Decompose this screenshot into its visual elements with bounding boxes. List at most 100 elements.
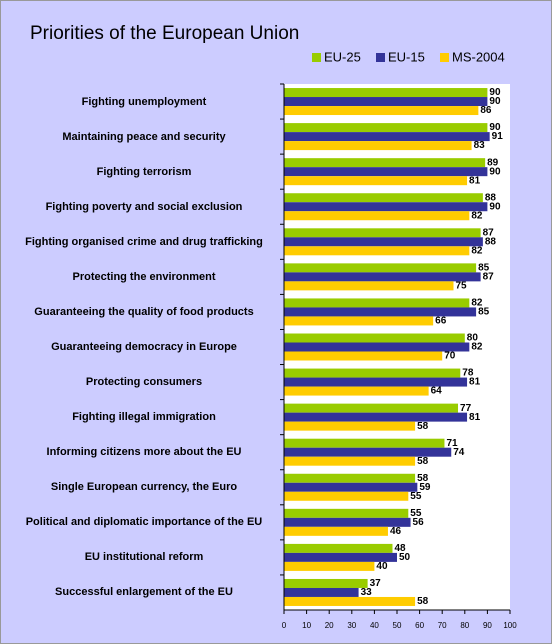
category-label: EU institutional reform	[84, 551, 204, 564]
x-tick-label: 70	[438, 621, 447, 630]
legend-label: EU-15	[388, 49, 425, 64]
value-label: 82	[471, 298, 483, 309]
category-label: Successful enlargement of the EU	[55, 586, 233, 599]
x-tick-label: 80	[460, 621, 469, 630]
value-label: 71	[446, 438, 458, 449]
value-label: 58	[417, 473, 429, 484]
value-label: 37	[370, 578, 382, 589]
value-label: 70	[444, 351, 456, 362]
category-label: Protecting the environment	[72, 270, 216, 283]
value-label: 58	[417, 596, 429, 607]
category-label: Guaranteeing the quality of food product…	[34, 305, 254, 318]
x-tick-label: 90	[483, 621, 492, 630]
bar	[284, 307, 477, 317]
category-label: Informing citizens more about the EU	[46, 446, 242, 459]
value-label: 85	[478, 263, 490, 274]
value-label: 90	[489, 87, 501, 98]
bar	[284, 386, 429, 396]
bar	[284, 176, 468, 186]
x-tick-label: 60	[415, 621, 424, 630]
value-label: 82	[471, 342, 483, 353]
chart-title: Priorities of the European Union	[30, 23, 299, 44]
value-label: 75	[456, 281, 468, 292]
value-label: 82	[471, 245, 483, 256]
value-label: 90	[489, 96, 501, 107]
bar	[284, 561, 375, 571]
bar	[284, 351, 443, 361]
bar	[284, 438, 445, 448]
x-tick-label: 20	[325, 621, 334, 630]
value-label: 91	[492, 131, 504, 142]
value-label: 90	[489, 166, 501, 177]
value-label: 80	[467, 333, 479, 344]
bar	[284, 263, 477, 273]
value-label: 83	[474, 140, 486, 151]
category-label: Fighting terrorism	[96, 165, 192, 178]
value-label: 55	[410, 491, 422, 502]
value-label: 90	[489, 201, 501, 212]
category-label: Fighting unemployment	[81, 95, 207, 108]
x-tick-label: 50	[393, 621, 402, 630]
bar	[284, 552, 397, 562]
bar	[284, 298, 470, 308]
bar	[284, 202, 488, 212]
value-label: 64	[431, 386, 443, 397]
value-label: 88	[485, 236, 497, 247]
category-label: Maintaining peace and security	[62, 130, 226, 143]
value-label: 33	[361, 587, 373, 598]
bar	[284, 491, 409, 501]
bar	[284, 281, 454, 291]
value-label: 88	[485, 192, 497, 203]
category-label: Fighting illegal immigration	[72, 411, 216, 424]
bar	[284, 123, 488, 133]
x-tick-label: 30	[347, 621, 356, 630]
bar	[284, 578, 368, 588]
bar	[284, 368, 461, 378]
bar	[284, 316, 434, 326]
value-label: 81	[469, 377, 481, 388]
bar	[284, 403, 459, 413]
legend-label: EU-25	[324, 49, 361, 64]
value-label: 89	[487, 157, 499, 168]
bar	[284, 508, 409, 518]
x-tick-label: 0	[282, 621, 287, 630]
bar	[284, 193, 483, 203]
bar	[284, 526, 388, 536]
value-label: 77	[460, 403, 472, 414]
bar	[284, 377, 468, 387]
value-label: 66	[435, 316, 447, 327]
bar	[284, 596, 416, 606]
value-label: 85	[478, 307, 490, 318]
x-tick-label: 100	[503, 621, 517, 630]
value-label: 81	[469, 175, 481, 186]
category-label: Fighting poverty and social exclusion	[45, 200, 243, 213]
bar	[284, 158, 486, 168]
x-tick-label: 10	[302, 621, 311, 630]
value-label: 55	[410, 508, 422, 519]
bar	[284, 456, 416, 466]
category-label: Fighting organised crime and drug traffi…	[25, 235, 263, 248]
bar	[284, 228, 481, 238]
legend-swatch	[440, 53, 449, 62]
category-label: Protecting consumers	[85, 376, 203, 389]
bar	[284, 412, 468, 422]
value-label: 46	[390, 526, 402, 537]
value-label: 78	[462, 368, 474, 379]
bar	[284, 447, 452, 457]
value-label: 82	[471, 210, 483, 221]
value-label: 58	[417, 421, 429, 432]
category-label: Single European currency, the Euro	[50, 481, 238, 494]
category-label: Guaranteeing democracy in Europe	[51, 341, 237, 353]
bar	[284, 106, 479, 116]
bar	[284, 167, 488, 177]
value-label: 48	[394, 543, 406, 554]
bar	[284, 141, 472, 151]
value-label: 87	[483, 227, 495, 238]
bar	[284, 482, 418, 492]
bar	[284, 272, 481, 282]
bar	[284, 211, 470, 221]
value-label: 40	[376, 561, 388, 572]
bar	[284, 342, 470, 352]
value-label: 86	[480, 105, 492, 116]
